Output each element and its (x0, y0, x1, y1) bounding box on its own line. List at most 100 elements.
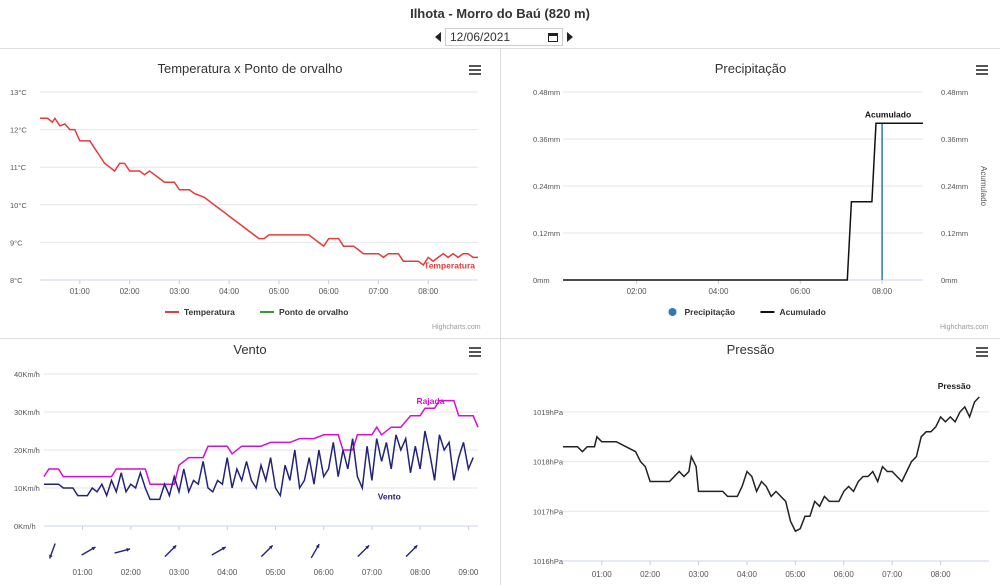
series-label: Acumulado (865, 109, 911, 119)
y-tick-label: 0.48mm (533, 88, 560, 97)
y-tick-label: 0mm (533, 276, 550, 285)
x-tick-label: 03:00 (689, 570, 710, 579)
x-tick-label: 04:00 (737, 570, 758, 579)
legend-item[interactable]: Ponto de orvalho (260, 307, 348, 317)
y-tick-label-right: 0.48mm (941, 88, 968, 97)
next-day-arrow-icon[interactable] (567, 32, 573, 42)
wind-direction-arrow-icon (405, 544, 418, 558)
x-tick-label: 06:00 (314, 568, 335, 577)
prev-day-arrow-icon[interactable] (435, 32, 441, 42)
menu-icon[interactable] (976, 65, 988, 75)
series-label: Temperatura (424, 260, 475, 270)
menu-icon[interactable] (976, 347, 988, 357)
date-input[interactable]: 12/06/2021 (445, 28, 563, 46)
wind-chart: Vento 0Km/h 10Km/h 20Km/h 30Km/h 40Km/h 01:00 0… (14, 342, 479, 577)
x-tick-label: 07:00 (882, 570, 903, 579)
x-tick-label: 02:00 (640, 570, 661, 579)
x-tick-label: 08:00 (410, 568, 431, 577)
series-line-temperatura (40, 116, 478, 267)
x-tick-label: 01:00 (70, 287, 91, 296)
y-tick-label: 10Km/h (14, 484, 40, 493)
x-tick-label: 08:00 (931, 570, 952, 579)
y-tick-label: 0.36mm (533, 135, 560, 144)
wind-direction-arrow-icon (81, 546, 96, 556)
x-tick-label: 02:00 (120, 287, 141, 296)
x-tick-label: 06:00 (319, 287, 340, 296)
y-tick-label: 10°C (10, 201, 27, 210)
precipitation-chart: Precipitação 0mm 0mm 0.12mm 0.12mm 0.24mm 0.24… (533, 61, 988, 317)
legend-item[interactable]: Temperatura (165, 307, 235, 317)
menu-icon[interactable] (469, 65, 481, 75)
wind-direction-arrow-icon (357, 544, 370, 558)
y-tick-label: 0Km/h (14, 522, 36, 531)
x-tick-label: 05:00 (265, 568, 286, 577)
pressure-chart: Pressão 1016hPa 1017hPa 1018hPa 1019hPa 01:00… (533, 342, 989, 579)
series-label: Pressão (938, 381, 971, 391)
column-divider (500, 48, 501, 585)
legend-label: Precipitação (685, 307, 736, 317)
x-tick-label: 04:00 (219, 287, 240, 296)
legend-label: Acumulado (780, 307, 826, 317)
x-tick-label: 06:00 (790, 287, 811, 296)
y-tick-label-right: 0mm (941, 276, 958, 285)
x-tick-label: 09:00 (458, 568, 479, 577)
legend-item[interactable]: Precipitação (668, 307, 736, 317)
chart-title: Vento (233, 342, 266, 357)
x-tick-label: 03:00 (169, 287, 190, 296)
x-tick-label: 02:00 (627, 287, 648, 296)
x-tick-label: 08:00 (418, 287, 439, 296)
page-title: Ilhota - Morro do Baú (820 m) (410, 6, 590, 21)
y-tick-label: 0.12mm (533, 229, 560, 238)
chart-credits[interactable]: Highcharts.com (940, 324, 989, 331)
temperature-chart: Temperatura x Ponto de orvalho 8°C 9°C 10°C… (10, 61, 478, 317)
x-tick-label: 05:00 (269, 287, 290, 296)
date-value: 12/06/2021 (450, 30, 511, 44)
legend-label: Temperatura (184, 307, 235, 317)
wind-direction-arrow-icon (49, 543, 56, 559)
y-tick-label: 1016hPa (533, 557, 564, 566)
x-tick-label: 01:00 (592, 570, 613, 579)
x-tick-label: 08:00 (872, 287, 893, 296)
chart-credits[interactable]: Highcharts.com (432, 324, 481, 331)
menu-icon[interactable] (469, 347, 481, 357)
wind-direction-arrow-icon (164, 544, 177, 558)
x-tick-label: 07:00 (362, 568, 383, 577)
precipitation-chart-panel: Precipitação 0mm 0mm 0.12mm 0.12mm 0.24mm 0.24… (501, 49, 1000, 338)
y-tick-label: 13°C (10, 88, 27, 97)
series-line-pressão (563, 396, 980, 533)
wind-direction-arrow-icon (310, 543, 320, 559)
x-tick-label: 06:00 (834, 570, 855, 579)
y-tick-label: 1018hPa (533, 458, 564, 467)
x-tick-label: 03:00 (169, 568, 190, 577)
calendar-icon[interactable] (548, 32, 558, 42)
series-label: Rajada (417, 396, 445, 406)
y-tick-label: 12°C (10, 126, 27, 135)
series-label: Vento (378, 491, 401, 501)
chart-title: Precipitação (715, 61, 787, 76)
y-tick-label: 30Km/h (14, 408, 40, 417)
series-line-vento (44, 430, 474, 501)
legend-label: Ponto de orvalho (279, 307, 348, 317)
y-tick-label: 40Km/h (14, 370, 40, 379)
wind-direction-arrow-icon (260, 544, 274, 558)
x-tick-label: 04:00 (217, 568, 238, 577)
pressure-chart-panel: Pressão 1016hPa 1017hPa 1018hPa 1019hPa 01:00… (501, 339, 1000, 585)
y-tick-label: 11°C (10, 163, 27, 172)
legend-item[interactable]: Acumulado (760, 307, 826, 317)
y-tick-label: 8°C (10, 276, 23, 285)
series-line-acumulado (563, 122, 923, 281)
y-tick-label-right: 0.24mm (941, 182, 968, 191)
x-tick-label: 01:00 (73, 568, 94, 577)
temperature-chart-panel: Temperatura x Ponto de orvalho 8°C 9°C 10°C… (0, 49, 500, 338)
y-tick-label: 1017hPa (533, 507, 564, 516)
x-tick-label: 02:00 (121, 568, 142, 577)
y-axis-label-right: Acumulado (979, 166, 988, 207)
y-tick-label-right: 0.36mm (941, 135, 968, 144)
y-tick-label: 9°C (10, 238, 23, 247)
x-tick-label: 04:00 (708, 287, 729, 296)
wind-direction-arrow-icon (114, 547, 131, 554)
y-tick-label: 0.24mm (533, 182, 560, 191)
chart-title: Temperatura x Ponto de orvalho (158, 61, 343, 76)
x-tick-label: 05:00 (785, 570, 806, 579)
date-selector: 12/06/2021 (435, 27, 573, 47)
